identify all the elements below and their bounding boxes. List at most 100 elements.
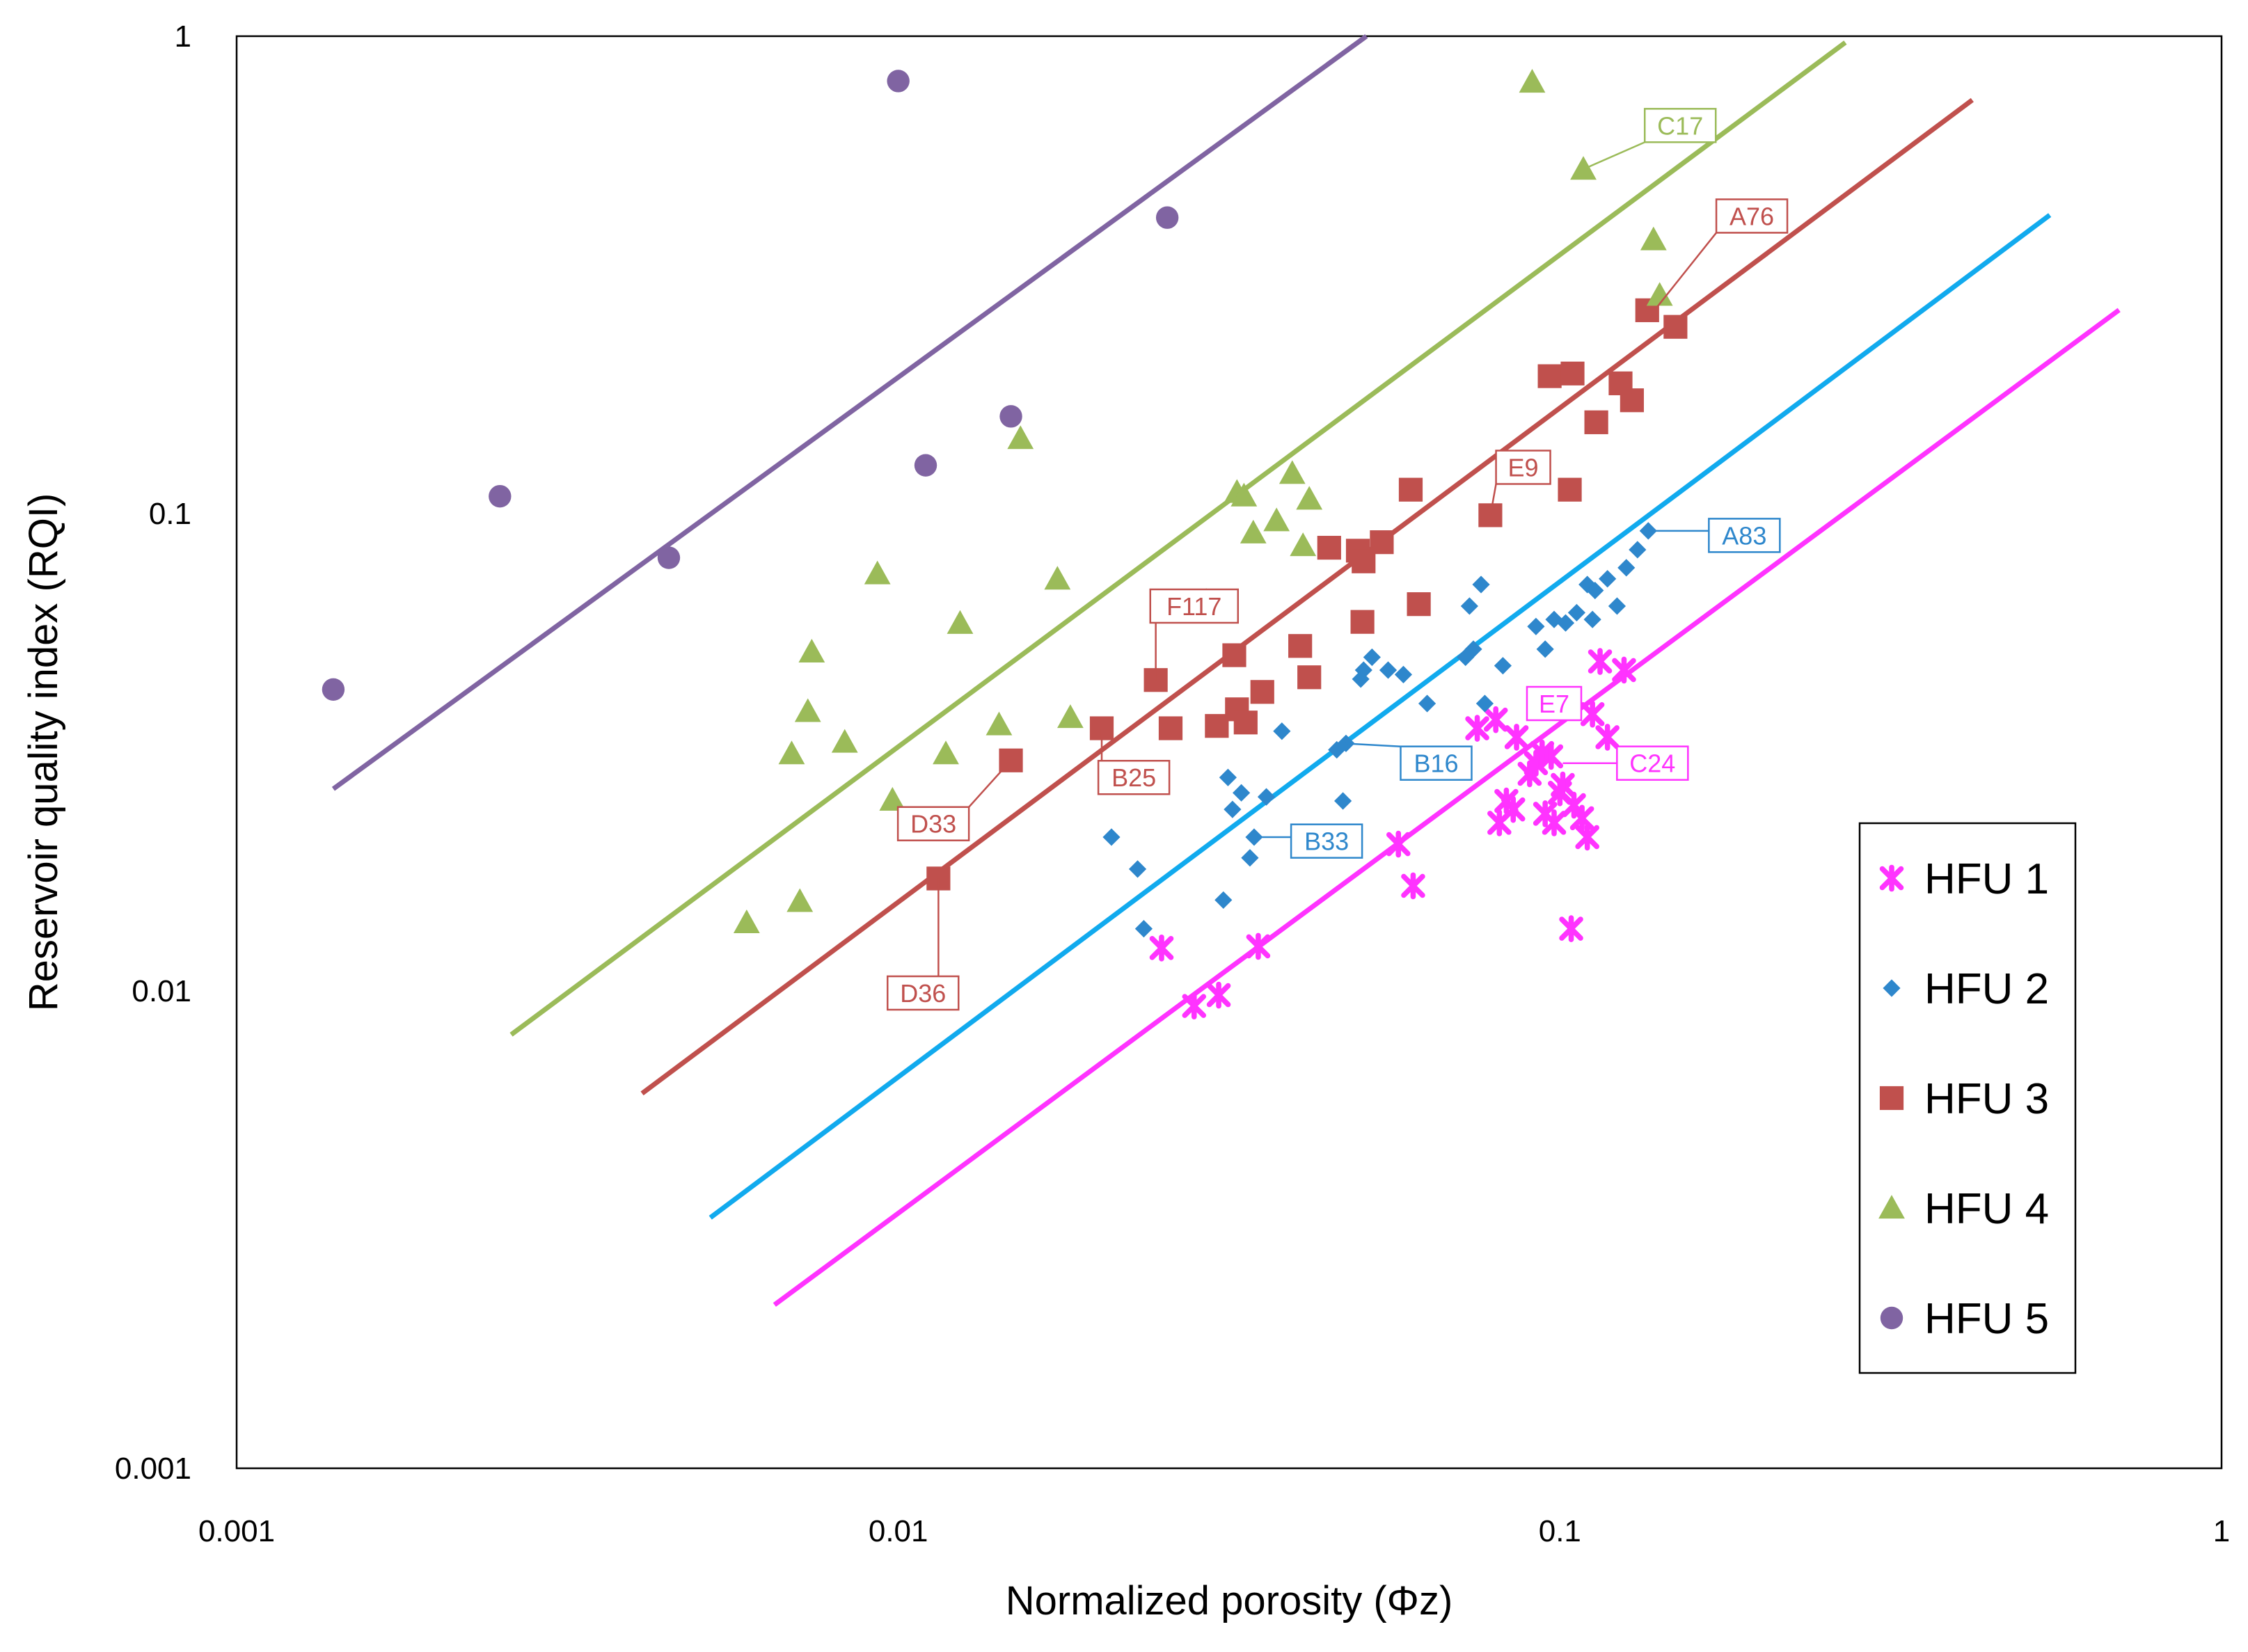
trend-line-hfu-3 — [640, 97, 1974, 1096]
data-point-hfu-3 — [1350, 610, 1375, 634]
data-point-hfu-2 — [1527, 617, 1545, 635]
callout-box — [1400, 745, 1473, 781]
series-hfu-5 — [322, 70, 1179, 701]
data-point-hfu-2 — [1494, 657, 1512, 675]
trend-line-hfu-5 — [331, 34, 1368, 791]
data-point-hfu-5 — [999, 405, 1022, 428]
data-point-hfu-3 — [1584, 410, 1608, 434]
data-point-hfu-2 — [1363, 648, 1381, 667]
callout-leader — [968, 759, 1012, 808]
data-point-hfu-1 — [1551, 771, 1575, 799]
callout-a83: A83 — [1648, 518, 1781, 553]
y-tick-label: 0.1 — [149, 497, 191, 531]
callout-label: D33 — [910, 810, 956, 839]
legend-marker-hfu-4 — [1878, 1195, 1905, 1219]
data-point-hfu-2 — [1629, 541, 1647, 559]
data-point-hfu-3 — [1407, 592, 1431, 617]
legend-label-hfu-1: HFU 1 — [1924, 855, 2049, 903]
callout-label: F117 — [1166, 592, 1221, 621]
callout-label: E9 — [1508, 454, 1539, 482]
trend-line-hfu-4 — [509, 40, 1847, 1037]
legend-label-hfu-3: HFU 3 — [1924, 1075, 2049, 1123]
data-point-hfu-4 — [798, 638, 825, 662]
callout-label: E7 — [1539, 690, 1569, 718]
legend-item-hfu-2: HFU 2 — [1883, 965, 2049, 1013]
callout-label: A76 — [1729, 202, 1774, 230]
y-axis-title: Reservoir quality index (RQI) — [21, 493, 66, 1012]
data-point-hfu-2 — [1219, 768, 1237, 786]
data-point-hfu-2 — [1224, 800, 1242, 818]
callout-d33: D33 — [896, 759, 1012, 841]
data-point-hfu-1 — [1612, 656, 1636, 684]
callout-label: C17 — [1657, 111, 1703, 140]
data-point-hfu-3 — [1370, 530, 1394, 555]
data-point-hfu-1 — [1580, 700, 1605, 728]
data-point-hfu-2 — [1102, 828, 1121, 846]
data-point-hfu-1 — [1182, 992, 1207, 1019]
y-tick-label: 1 — [175, 19, 191, 54]
data-point-hfu-1 — [1542, 809, 1567, 836]
data-point-hfu-1 — [1575, 823, 1599, 851]
data-point-hfu-3 — [1205, 714, 1229, 738]
data-point-hfu-4 — [1296, 486, 1323, 510]
data-point-hfu-3 — [1222, 643, 1246, 667]
data-point-hfu-4 — [1230, 482, 1258, 507]
series-hfu-3 — [926, 298, 1688, 891]
legend-label-hfu-5: HFU 5 — [1924, 1295, 2049, 1343]
data-point-hfu-4 — [1646, 282, 1673, 306]
data-point-hfu-2 — [1556, 614, 1575, 632]
data-point-hfu-2 — [1394, 665, 1413, 683]
callout-leader — [1581, 141, 1645, 171]
data-point-hfu-3 — [1663, 315, 1688, 339]
callout-f117: F117 — [1149, 588, 1240, 681]
trend-lines — [331, 34, 2121, 1307]
data-point-hfu-4 — [864, 560, 891, 585]
data-point-hfu-4 — [1263, 507, 1290, 532]
data-point-hfu-1 — [1401, 872, 1425, 900]
data-point-hfu-4 — [879, 786, 906, 811]
data-point-hfu-4 — [933, 740, 959, 765]
callout-c24: C24 — [1562, 745, 1689, 781]
callout-b25: B25 — [1097, 728, 1171, 795]
data-point-hfu-5 — [322, 678, 345, 701]
x-tick-label: 0.01 — [869, 1514, 928, 1548]
data-point-hfu-4 — [786, 888, 814, 912]
data-point-hfu-4 — [1290, 532, 1317, 557]
data-point-hfu-4 — [1057, 704, 1084, 729]
data-point-hfu-2 — [1545, 610, 1563, 628]
data-point-hfu-2 — [1583, 610, 1601, 628]
data-point-hfu-4 — [1640, 226, 1667, 251]
callout-box — [1643, 108, 1717, 143]
data-point-hfu-4 — [1519, 69, 1546, 93]
legend: HFU 1 HFU 2 HFU 3 HFU 4 HFU 5 — [1858, 822, 2077, 1374]
data-point-hfu-2 — [1128, 860, 1147, 878]
x-tick-label: 0.1 — [1539, 1514, 1581, 1548]
data-point-hfu-4 — [794, 698, 821, 722]
callout-label: B25 — [1111, 763, 1156, 792]
callout-box — [1149, 588, 1240, 624]
data-point-hfu-5 — [887, 70, 910, 93]
callout-box — [896, 806, 970, 841]
callout-box — [886, 975, 960, 1011]
data-point-hfu-1 — [1386, 830, 1411, 858]
data-point-hfu-2 — [1379, 661, 1398, 679]
data-point-hfu-2 — [1639, 522, 1657, 540]
y-tick-label: 0.01 — [132, 974, 191, 1008]
data-point-hfu-2 — [1475, 694, 1494, 713]
callout-label: C24 — [1629, 749, 1675, 778]
annotations: C17 A76 E9 A83 F117 E7 B16 C24 D33 B25 B33 D36 — [886, 108, 1789, 1011]
data-point-hfu-1 — [1246, 932, 1271, 960]
axis-ticks: 0.001 0.01 0.1 1 0.001 0.01 0.1 1 — [115, 19, 2230, 1548]
data-point-hfu-2 — [1464, 640, 1482, 658]
legend-label-hfu-2: HFU 2 — [1924, 965, 2049, 1013]
data-point-hfu-3 — [1288, 634, 1313, 658]
data-point-hfu-1 — [1483, 706, 1508, 733]
data-point-hfu-3 — [1317, 536, 1341, 560]
callout-d36: D36 — [886, 878, 960, 1011]
callout-e9: E9 — [1489, 450, 1551, 516]
data-point-hfu-2 — [1460, 597, 1478, 615]
callout-box — [1097, 759, 1171, 795]
callout-e7: E7 — [1526, 685, 1583, 722]
data-point-hfu-3 — [1620, 388, 1644, 413]
